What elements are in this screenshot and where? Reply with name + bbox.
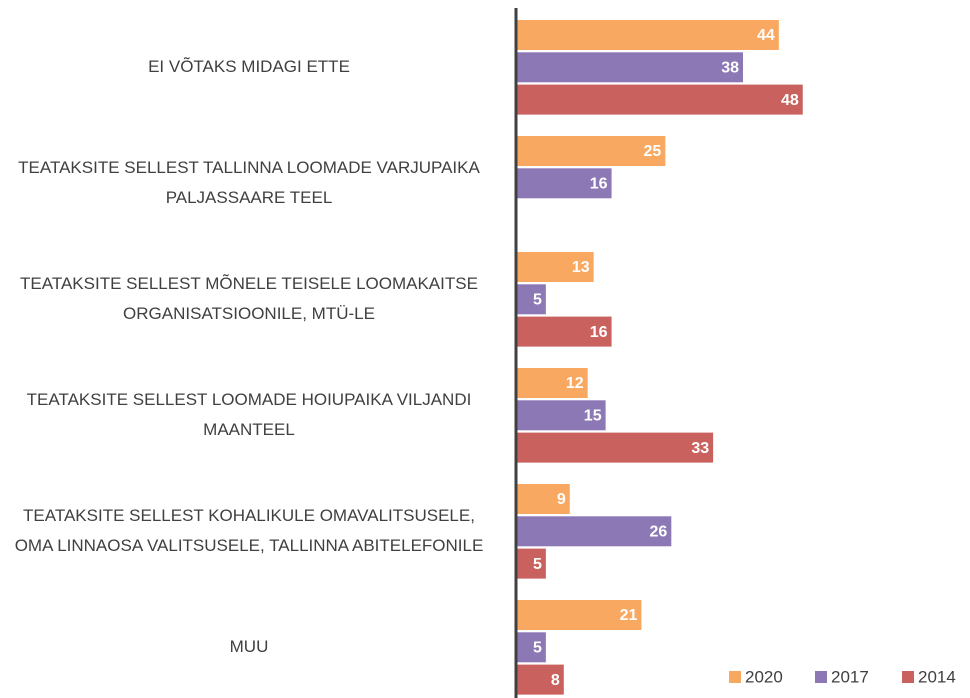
data-label: 13 (572, 259, 590, 276)
legend-label: 2020 (745, 667, 783, 686)
legend-swatch (729, 671, 741, 683)
category-label: TEATAKSITE SELLEST KOHALIKULE OMAVALITSU… (14, 506, 484, 556)
data-label: 5 (533, 556, 542, 573)
legend-label: 2017 (831, 667, 869, 686)
bar (516, 316, 612, 347)
data-label: 5 (533, 292, 542, 309)
data-label: 8 (551, 672, 560, 689)
category-label: TEATAKSITE SELLEST TALLINNA LOOMADE VARJ… (18, 158, 480, 208)
bar (516, 600, 642, 630)
data-label: 26 (650, 524, 668, 541)
data-label: 21 (620, 607, 638, 624)
data-label: 25 (644, 143, 662, 160)
bar (516, 432, 714, 463)
legend-swatch (815, 671, 827, 683)
data-label: 12 (566, 375, 584, 392)
data-label: 15 (584, 408, 602, 425)
category-label: MUU (229, 637, 269, 657)
bar (516, 632, 546, 663)
data-label: 48 (781, 92, 799, 109)
category-label: TEATAKSITE SELLEST LOOMADE HOIUPAIKA VIL… (26, 390, 472, 440)
bar (516, 252, 594, 282)
bar (516, 664, 564, 695)
legend-label: 2014 (918, 667, 956, 686)
bar (516, 84, 803, 115)
bar (516, 20, 779, 50)
data-label: 16 (590, 324, 608, 341)
legend-swatch (902, 671, 914, 683)
data-label: 16 (590, 176, 608, 193)
bar (516, 516, 672, 547)
bar (516, 52, 743, 83)
bar (516, 368, 588, 398)
bar (516, 284, 546, 315)
bar (516, 548, 546, 579)
category-label: TEATAKSITE SELLEST MÕNELE TEISELE LOOMAK… (20, 274, 478, 324)
category-label: EI VÕTAKS MIDAGI ETTE (148, 57, 350, 77)
bar (516, 400, 606, 431)
bar (516, 168, 612, 199)
data-label: 38 (721, 60, 739, 77)
bar (516, 136, 666, 166)
bar (516, 484, 570, 514)
data-label: 5 (533, 640, 542, 657)
data-label: 9 (557, 491, 566, 508)
data-label: 33 (691, 440, 709, 457)
data-label: 44 (757, 27, 775, 44)
